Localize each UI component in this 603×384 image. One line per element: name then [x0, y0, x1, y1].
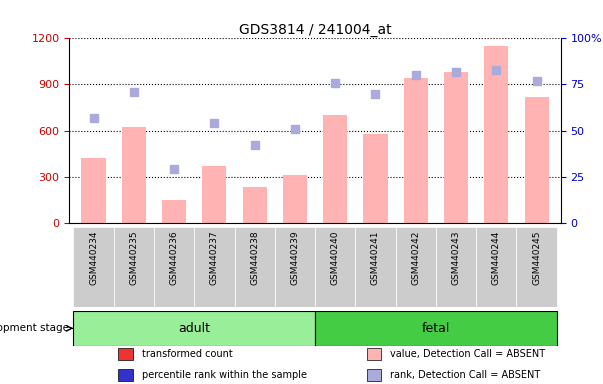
Bar — [315, 311, 557, 346]
Bar — [367, 348, 382, 359]
Text: rank, Detection Call = ABSENT: rank, Detection Call = ABSENT — [390, 370, 540, 380]
Bar — [403, 78, 428, 223]
Text: GSM440239: GSM440239 — [291, 230, 300, 285]
Bar — [202, 166, 227, 223]
Bar — [194, 227, 235, 307]
Bar — [355, 227, 396, 307]
Text: transformed count: transformed count — [142, 349, 233, 359]
Bar — [162, 200, 186, 223]
Title: GDS3814 / 241004_at: GDS3814 / 241004_at — [239, 23, 391, 37]
Point — [290, 126, 300, 132]
Text: percentile rank within the sample: percentile rank within the sample — [142, 370, 307, 380]
Bar — [283, 175, 307, 223]
Point — [209, 120, 219, 126]
Text: fetal: fetal — [421, 322, 450, 335]
Text: GSM440237: GSM440237 — [210, 230, 219, 285]
Bar — [118, 348, 133, 359]
Bar — [242, 187, 267, 223]
Point — [371, 91, 380, 97]
Bar — [367, 369, 382, 381]
Bar — [122, 127, 146, 223]
Point — [89, 114, 98, 121]
Bar — [517, 227, 557, 307]
Bar — [113, 227, 154, 307]
Text: GSM440238: GSM440238 — [250, 230, 259, 285]
Point — [411, 72, 421, 78]
Text: GSM440235: GSM440235 — [129, 230, 138, 285]
Text: GSM440241: GSM440241 — [371, 230, 380, 285]
Text: value, Detection Call = ABSENT: value, Detection Call = ABSENT — [390, 349, 545, 359]
Point — [129, 89, 139, 95]
Text: GSM440244: GSM440244 — [492, 230, 501, 285]
Bar — [364, 134, 388, 223]
Bar — [275, 227, 315, 307]
Bar — [396, 227, 436, 307]
Bar — [154, 227, 194, 307]
Point — [491, 67, 501, 73]
Point — [330, 79, 340, 86]
Point — [250, 142, 259, 148]
Point — [169, 166, 179, 172]
Text: GSM440243: GSM440243 — [452, 230, 461, 285]
Bar — [74, 227, 113, 307]
Point — [532, 78, 541, 84]
Text: development stage: development stage — [0, 323, 69, 333]
Bar — [118, 369, 133, 381]
Bar — [476, 227, 517, 307]
Bar — [484, 46, 508, 223]
Bar — [444, 72, 468, 223]
Text: GSM440240: GSM440240 — [330, 230, 339, 285]
Bar — [323, 115, 347, 223]
Text: GSM440236: GSM440236 — [169, 230, 178, 285]
Bar — [81, 158, 106, 223]
Bar — [436, 227, 476, 307]
Bar — [315, 227, 355, 307]
Bar — [235, 227, 275, 307]
Bar — [74, 311, 315, 346]
Point — [451, 68, 461, 74]
Bar — [525, 97, 549, 223]
Text: adult: adult — [178, 322, 210, 335]
Text: GSM440245: GSM440245 — [532, 230, 541, 285]
Text: GSM440242: GSM440242 — [411, 230, 420, 285]
Text: GSM440234: GSM440234 — [89, 230, 98, 285]
